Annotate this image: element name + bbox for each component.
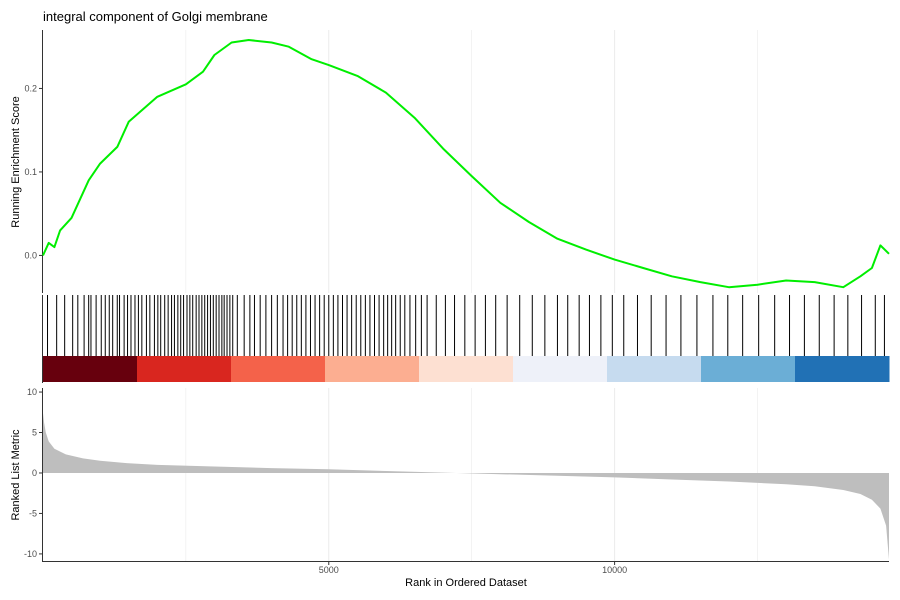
- color-bar-segment: [43, 356, 138, 382]
- grid-lines: [185, 30, 758, 562]
- score-y-tick-label: 0.1: [24, 167, 37, 177]
- x-tick-label: 10000: [602, 565, 627, 575]
- x-axis-title: Rank in Ordered Dataset: [405, 577, 527, 589]
- score-y-ticks: 0.0 0.1 0.2: [24, 83, 42, 260]
- metric-y-tick-label: -10: [24, 549, 37, 559]
- metric-y-tick-label: 5: [32, 428, 37, 438]
- x-tick-label: 5000: [319, 565, 339, 575]
- running-score-line: [42, 39, 890, 289]
- color-bar-segment: [513, 356, 608, 382]
- color-bar-segment: [231, 356, 326, 382]
- score-y-tick-label: 0.2: [24, 83, 37, 93]
- metric-y-tick-label: -5: [29, 508, 37, 518]
- metric-y-axis-title: Ranked List Metric: [10, 429, 22, 521]
- x-axis-ticks: 5000 10000: [319, 562, 627, 575]
- color-bar-segment: [419, 356, 514, 382]
- metric-y-ticks: 10 5 0 -5 -10: [24, 387, 42, 559]
- metric-y-tick-label: 10: [27, 387, 37, 397]
- metric-y-tick-label: 0: [32, 468, 37, 478]
- color-bar-segment: [137, 356, 232, 382]
- color-bar-segment: [325, 356, 420, 382]
- score-y-axis-title: Running Enrichment Score: [10, 96, 22, 227]
- color-bar-segment: [795, 356, 890, 382]
- gene-hit-lines: [47, 295, 885, 356]
- ranked-metric-panel: 10 5 0 -5 -10 Ranked List Metric 5000 10000 R…: [10, 387, 889, 589]
- color-bar-segment: [607, 356, 702, 382]
- ranked-metric-area: [43, 413, 889, 560]
- running-score-panel: 0.0 0.1 0.2 Running Enrichment Score: [10, 30, 890, 293]
- color-bar-segment: [701, 356, 796, 382]
- ranked-list-color-bar: [43, 356, 890, 382]
- score-y-tick-label: 0.0: [24, 250, 37, 260]
- hits-panel: [42, 295, 890, 383]
- chart-title: integral component of Golgi membrane: [43, 9, 268, 24]
